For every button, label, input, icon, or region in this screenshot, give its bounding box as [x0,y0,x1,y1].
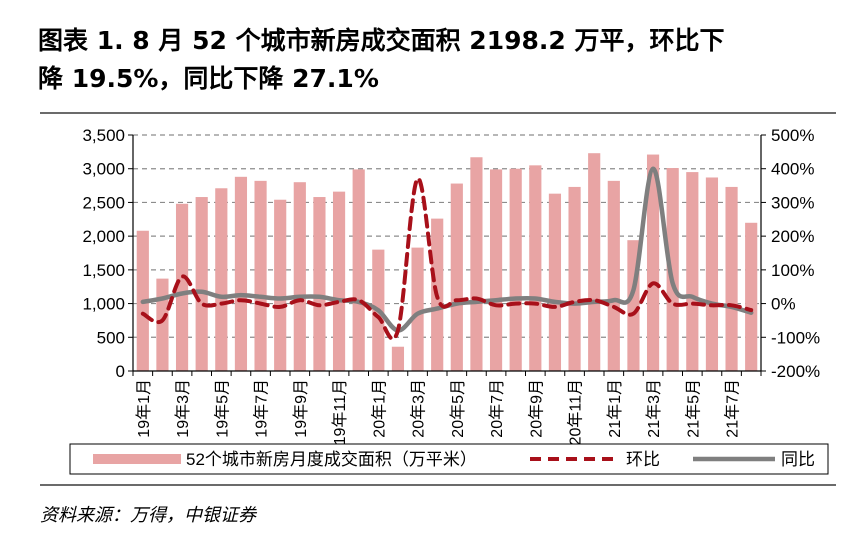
legend-label-yoy: 同比 [781,450,815,469]
bar [254,180,267,371]
bar [588,153,601,371]
legend-label-area: 52个城市新房月度成交面积（万平米） [186,450,477,469]
left-axis-tick-label: 2,500 [82,193,125,212]
left-axis-tick-label: 1,500 [82,261,125,280]
bar [548,193,562,371]
title-line-2: 降 19.5%，同比下降 27.1% [38,64,379,93]
x-axis-tick-label: 19年7月 [253,379,271,438]
x-axis-tick-label: 21年1月 [606,379,624,438]
legend-swatch-bar [93,454,181,464]
bar [489,169,503,371]
bar [156,278,169,371]
right-axis-tick-label: 300% [771,193,814,212]
right-axis-tick-label: 100% [771,261,814,280]
right-axis-tick-label: -200% [771,362,820,381]
bar [450,183,463,371]
x-axis-tick-label: 19年3月 [174,379,192,438]
bar [725,186,738,371]
chart-title: 图表 1. 8 月 52 个城市新房成交面积 2198.2 万平，环比下 降 1… [38,22,838,98]
left-axis-tick-label: 3,500 [82,126,125,145]
x-axis-tick-label: 19年11月 [331,379,349,445]
x-axis-tick-label: 20年11月 [567,379,585,445]
bar [352,169,365,371]
x-axis-tick-label: 20年5月 [449,379,467,438]
x-axis-tick-label: 21年5月 [684,379,702,438]
right-axis-tick-label: 0% [771,295,796,314]
mom-line [140,176,754,341]
bottom-divider [40,484,836,486]
x-axis-tick-label: 19年1月 [135,379,153,438]
bar [686,172,699,371]
right-axis-tick-label: 400% [771,160,814,179]
bar [332,191,346,371]
bar [391,346,405,371]
x-axis-tick-label: 19年5月 [213,379,231,438]
bar [313,197,326,371]
left-axis-tick-label: 3,000 [82,160,125,179]
right-axis-tick-label: 500% [771,126,814,145]
bar [215,188,228,371]
legend-label-mom: 环比 [626,450,660,469]
x-axis-tick-label: 20年1月 [370,379,388,438]
bar [509,168,522,371]
right-axis-tick-label: 200% [771,227,814,246]
bar [274,199,287,371]
bar [411,247,424,371]
x-axis-tick-label: 20年3月 [410,379,428,438]
bar [568,186,581,371]
left-axis-tick-label: 500 [97,328,125,347]
source-note: 资料来源：万得，中银证券 [40,505,256,526]
bar [705,177,719,371]
bar [666,168,679,371]
x-axis-tick-label: 20年9月 [527,379,545,438]
bar [293,182,306,371]
left-axis-tick-label: 1,000 [82,295,125,314]
bar [175,203,189,371]
top-divider [40,112,836,114]
title-line-1: 图表 1. 8 月 52 个城市新房成交面积 2198.2 万平，环比下 [38,26,725,55]
left-axis-tick-label: 0 [116,362,125,381]
x-axis-tick-label: 21年7月 [724,379,742,438]
bar [470,157,483,371]
bar [529,165,542,371]
right-axis-tick-label: -100% [771,328,820,347]
x-axis-tick-label: 19年9月 [292,379,310,438]
x-axis-tick-label: 21年3月 [645,379,663,438]
x-axis-tick-label: 20年7月 [488,379,506,438]
bar [195,197,208,371]
yoy-line [140,166,754,333]
bar [745,222,758,371]
left-axis-tick-label: 2,000 [82,227,125,246]
bar [234,176,248,371]
bar [646,154,660,371]
bar [607,180,620,371]
